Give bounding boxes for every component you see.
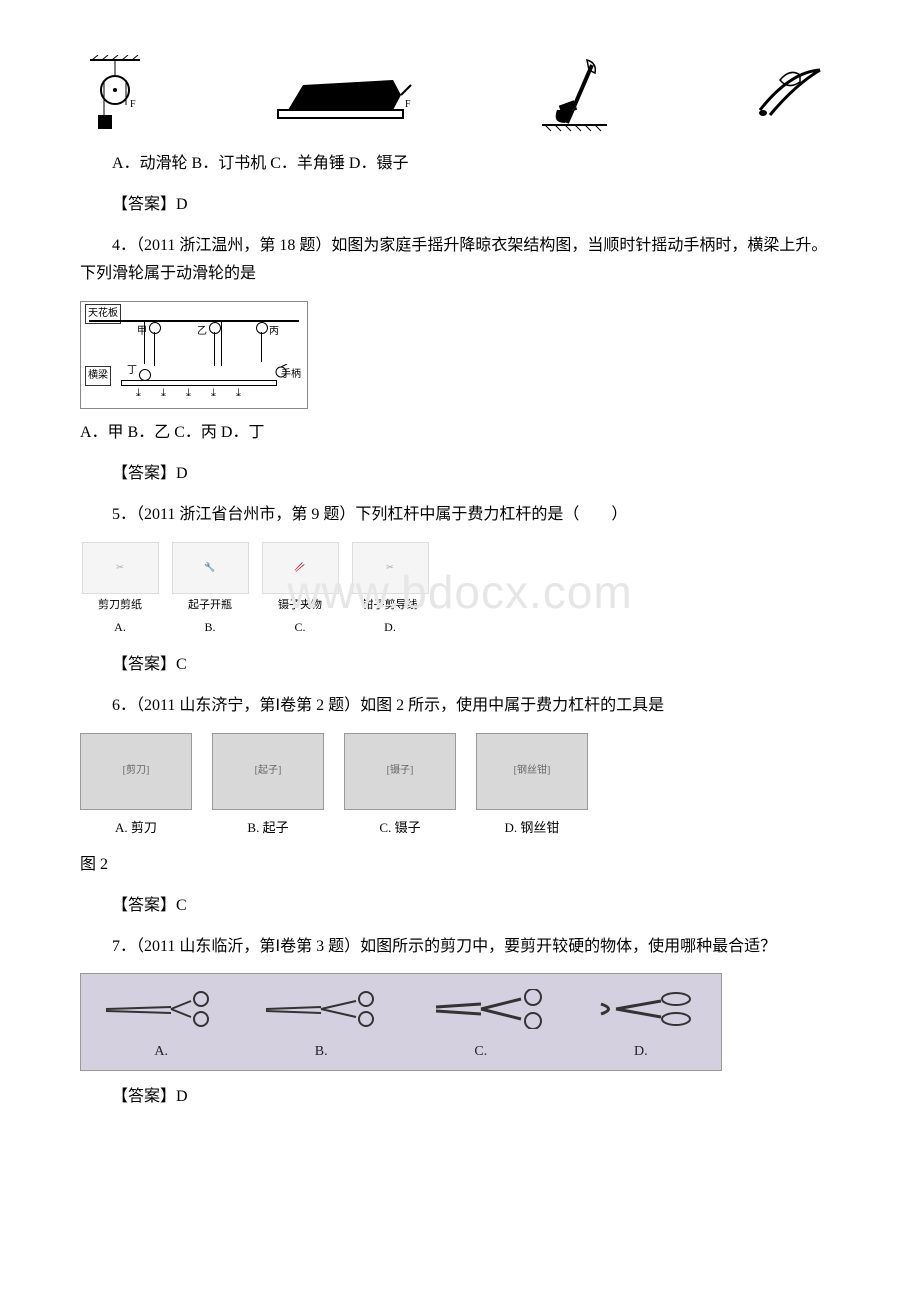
q5-caption-b: 起子开瓶 (188, 596, 232, 616)
q3-answer: 【答案】D (80, 191, 840, 220)
q4-pulley-jia: 甲 (137, 323, 147, 341)
q5-answer: 【答案】C (80, 651, 840, 680)
q5-caption-d: 钳子剪导线 (363, 596, 418, 616)
q4-pulley-ding: 丁 (127, 362, 137, 380)
q6-item-d: [钢丝钳] D. 钢丝钳 (476, 733, 588, 839)
q6-item-c: [镊子] C. 镊子 (344, 733, 456, 839)
q5-image-row: ✂ 剪刀剪纸 A. 🔧 起子开瓶 B. 🥢 镊子夹物 C. ✂ 钳子剪导线 D. (80, 542, 840, 639)
q4-answer: 【答案】D (80, 460, 840, 489)
q5-stem: 5．（2011 浙江省台州市，第 9 题）下列杠杆中属于费力杠杆的是（ ） (80, 501, 840, 530)
q5-item-b: 🔧 起子开瓶 B. (170, 542, 250, 639)
svg-text:F: F (405, 99, 411, 110)
q6-answer: 【答案】C (80, 892, 840, 921)
q4-diagram: 天花板 甲 乙 丙 横梁 丁 手柄 ⤓ ⤓ ⤓ ⤓ ⤓ (80, 301, 308, 409)
q5-letter-c: C. (294, 617, 305, 639)
q5-letter-d: D. (384, 617, 396, 639)
q4-stem: 4．（2011 浙江温州，第 18 题）如图为家庭手摇升降晾衣架结构图，当顺时针… (80, 232, 840, 290)
q5-item-a: ✂ 剪刀剪纸 A. (80, 542, 160, 639)
q3-options: A．动滑轮 B．订书机 C．羊角锤 D．镊子 (80, 150, 840, 179)
q4-options: A．甲 B．乙 C．丙 D．丁 (80, 419, 840, 448)
q7-label-c: C. (474, 1039, 487, 1064)
q6-caption-c: C. 镊子 (379, 816, 420, 839)
q5-item-d: ✂ 钳子剪导线 D. (350, 542, 430, 639)
q6-caption-d: D. 钢丝钳 (505, 816, 560, 839)
q7-label-d: D. (634, 1039, 648, 1064)
q7-stem: 7．（2011 山东临沂，第Ⅰ卷第 3 题）如图所示的剪刀中，要剪开较硬的物体，… (80, 933, 840, 962)
q5-letter-a: A. (114, 617, 126, 639)
q6-stem: 6．（2011 山东济宁，第Ⅰ卷第 2 题）如图 2 所示，使用中属于费力杠杆的… (80, 692, 840, 721)
q4-beam-label: 横梁 (85, 366, 111, 386)
q4-pulley-bing: 丙 (269, 323, 279, 341)
q4-pulley-yi: 乙 (197, 323, 207, 341)
q7-label-b: B. (315, 1039, 328, 1064)
q7-answer: 【答案】D (80, 1083, 840, 1112)
svg-text:F: F (130, 99, 136, 110)
q5-item-c: 🥢 镊子夹物 C. (260, 542, 340, 639)
q5-caption-a: 剪刀剪纸 (98, 596, 142, 616)
q3-image-stapler: F (273, 65, 413, 125)
q5-letter-b: B. (204, 617, 215, 639)
q6-caption-b: B. 起子 (247, 816, 288, 839)
q3-image-pulley: F (80, 55, 150, 135)
q7-label-a: A. (154, 1039, 168, 1064)
q6-image-row: [剪刀] A. 剪刀 [起子] B. 起子 [镊子] C. 镊子 [钢丝钳] D… (80, 733, 840, 839)
q3-image-row: F F (80, 55, 840, 135)
q6-figure-label: 图 2 (80, 851, 840, 880)
q6-caption-a: A. 剪刀 (115, 816, 157, 839)
q6-item-b: [起子] B. 起子 (212, 733, 324, 839)
q3-image-tweezers (740, 60, 840, 130)
q3-image-hammer (537, 55, 617, 135)
q6-item-a: [剪刀] A. 剪刀 (80, 733, 192, 839)
q7-image-strip: A. B. C. D. (80, 973, 722, 1071)
q5-caption-c: 镊子夹物 (278, 596, 322, 616)
